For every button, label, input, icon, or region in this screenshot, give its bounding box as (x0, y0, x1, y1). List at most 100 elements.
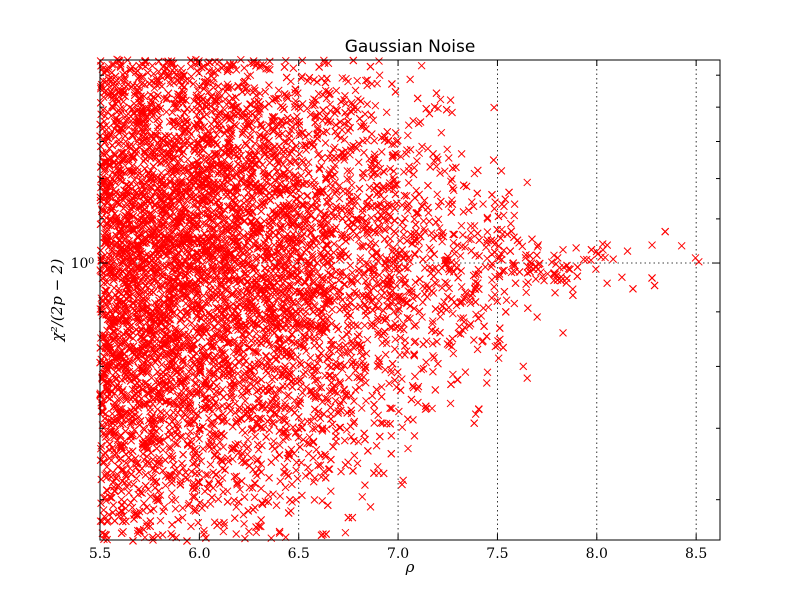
data-point (343, 175, 351, 183)
data-point (592, 265, 600, 273)
data-point (399, 168, 408, 176)
data-point (215, 108, 224, 116)
data-point (449, 238, 458, 247)
data-point (186, 62, 195, 71)
data-point (369, 116, 378, 125)
data-point (377, 148, 386, 156)
data-point (534, 241, 543, 249)
data-point (281, 56, 290, 65)
scatter-points (96, 55, 703, 545)
data-point (305, 130, 313, 139)
data-point (337, 467, 345, 476)
data-point (335, 401, 344, 410)
data-point (449, 370, 457, 379)
data-point (293, 89, 302, 98)
data-point (422, 358, 430, 367)
data-point (123, 80, 132, 89)
data-point (360, 148, 368, 157)
data-point (325, 465, 334, 474)
data-point (213, 413, 222, 422)
data-point (449, 309, 457, 318)
data-point (550, 251, 558, 260)
data-point (119, 466, 128, 474)
data-point (609, 255, 618, 263)
data-point (272, 501, 281, 510)
data-point (457, 150, 466, 158)
data-point (374, 215, 383, 224)
data-point (178, 504, 187, 512)
data-point (538, 272, 547, 281)
data-point (211, 323, 219, 331)
data-point (411, 250, 419, 259)
data-point (356, 257, 364, 266)
data-point (374, 354, 383, 363)
data-point (297, 74, 306, 82)
data-point (533, 242, 542, 251)
data-point (510, 299, 519, 308)
data-point (301, 472, 310, 480)
data-point (184, 432, 193, 440)
data-point (603, 241, 612, 250)
data-point (370, 419, 379, 427)
data-point (241, 534, 249, 543)
data-point (280, 462, 289, 471)
data-point (155, 113, 163, 122)
data-point (334, 407, 343, 415)
data-point (253, 457, 261, 465)
data-point (531, 275, 540, 283)
data-point (540, 276, 548, 285)
data-point (385, 379, 393, 388)
data-point (291, 97, 300, 105)
data-point (171, 421, 180, 430)
data-point (444, 200, 453, 209)
data-point (304, 449, 313, 458)
data-point (155, 424, 164, 433)
data-point (228, 455, 237, 463)
data-point (443, 145, 452, 154)
data-point (192, 91, 201, 100)
data-point (353, 322, 362, 330)
data-point (509, 261, 517, 270)
data-point (253, 471, 261, 480)
data-point (366, 503, 375, 511)
data-point (125, 488, 133, 497)
data-point (245, 483, 254, 492)
data-point (158, 531, 167, 539)
data-point (403, 131, 412, 140)
data-point (522, 288, 531, 297)
data-point (293, 474, 302, 483)
data-point (579, 255, 588, 264)
data-point (107, 456, 116, 465)
data-point (197, 314, 206, 323)
data-point (410, 432, 419, 440)
data-point (418, 142, 426, 151)
data-point (223, 402, 231, 411)
data-point (440, 167, 449, 176)
data-point (410, 215, 419, 224)
data-point (387, 431, 396, 440)
data-point (321, 139, 330, 147)
data-point (453, 375, 462, 384)
data-point (360, 321, 369, 330)
data-point (256, 423, 265, 432)
data-point (232, 530, 241, 538)
data-point (192, 256, 201, 264)
data-point (278, 382, 287, 391)
data-point (203, 204, 212, 213)
data-point (471, 278, 480, 286)
data-point (413, 157, 421, 165)
data-point (338, 334, 346, 343)
data-point (694, 257, 703, 266)
data-point (135, 431, 144, 440)
data-point (274, 86, 283, 95)
data-point (377, 383, 386, 391)
data-point (282, 138, 291, 147)
data-point (258, 441, 266, 450)
data-point (353, 76, 362, 85)
data-point (253, 455, 262, 464)
data-point (332, 86, 341, 95)
data-point (201, 470, 210, 479)
data-point (244, 109, 253, 118)
data-point (502, 296, 511, 305)
data-point (464, 206, 473, 215)
